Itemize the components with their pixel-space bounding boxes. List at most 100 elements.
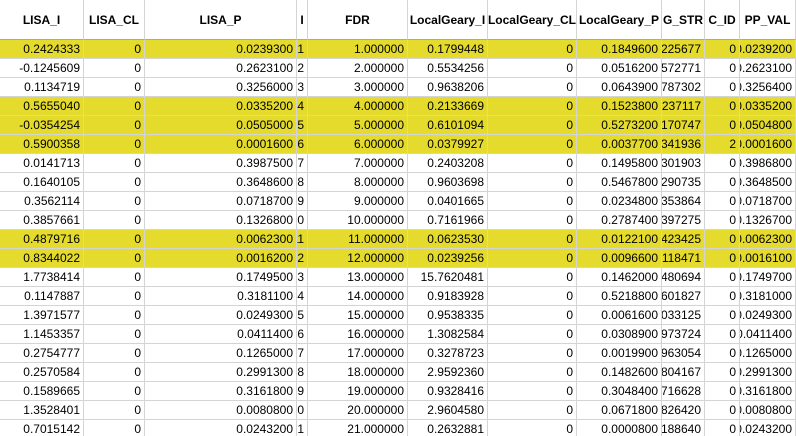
- table-cell: 14.000000: [308, 287, 408, 306]
- table-cell: 0.0243200: [145, 420, 297, 436]
- cell-text: 0.1589665: [23, 384, 80, 398]
- table-cell: 0.1749500: [145, 268, 297, 287]
- column-header[interactable]: C_ID: [705, 0, 740, 40]
- cell-text: 0.0062300: [236, 232, 293, 246]
- cell-text: 0.5655040: [23, 99, 80, 113]
- cell-text: 0: [566, 156, 573, 170]
- cell-text: 0: [566, 232, 573, 246]
- cell-text: 0.0243200: [236, 422, 293, 436]
- column-header[interactable]: FDR: [308, 0, 408, 40]
- table-cell: 0: [488, 325, 577, 344]
- cell-text: 8.000000: [353, 175, 404, 189]
- cell-text: 0: [566, 384, 573, 398]
- cell-text: 0: [566, 346, 573, 360]
- cell-text: 2.9604580: [427, 403, 484, 417]
- cell-text: 15: [297, 308, 304, 322]
- cell-text: 5.000000: [353, 118, 404, 132]
- cell-text: 0: [134, 422, 141, 436]
- column-header[interactable]: LISA_CL: [84, 0, 145, 40]
- cell-text: 0.1523800: [601, 99, 658, 113]
- cell-text: 0: [566, 42, 573, 56]
- cell-text: 0: [566, 61, 573, 75]
- cell-text: 0.0001600: [236, 137, 293, 151]
- cell-text: 0: [729, 327, 736, 341]
- cell-text: 0: [134, 175, 141, 189]
- cell-text: 1: [297, 42, 304, 56]
- column-header[interactable]: PP_VAL: [740, 0, 796, 40]
- cell-text: 1.3528401: [23, 403, 80, 417]
- cell-text: 0.9538335: [427, 308, 484, 322]
- cell-text: I: [300, 12, 304, 27]
- cell-text: 0.0037700: [601, 137, 658, 151]
- cell-text: 0: [134, 42, 141, 56]
- table-cell: 0.0401665: [408, 192, 488, 211]
- cell-text: 0: [729, 289, 736, 303]
- cell-text: 0.0234800: [601, 194, 658, 208]
- cell-text: 0: [134, 346, 141, 360]
- table-cell: 21.000000: [308, 420, 408, 436]
- table-cell: 20: [297, 401, 308, 420]
- table-cell: 0: [84, 268, 145, 287]
- table-cell: 0.2403208: [408, 154, 488, 173]
- table-cell: 0.1849600: [577, 40, 662, 59]
- table-cell: 0.0061600: [577, 306, 662, 325]
- cell-text: 17: [297, 346, 304, 360]
- table-cell: 2.000000: [308, 59, 408, 78]
- column-header[interactable]: LocalGeary_I: [408, 0, 488, 40]
- cell-text: 19.000000: [347, 384, 404, 398]
- column-header[interactable]: G_STR: [662, 0, 705, 40]
- cell-text: 0.0401665: [427, 194, 484, 208]
- cell-text: 0.0239300: [236, 42, 293, 56]
- column-header[interactable]: LocalGeary_P: [577, 0, 662, 40]
- table-cell: 10.000000: [308, 211, 408, 230]
- column-header[interactable]: LocalGeary_CL: [488, 0, 577, 40]
- table-cell: 1.3528401: [0, 401, 84, 420]
- cell-text: G_STR: [662, 12, 704, 27]
- cell-text: 0: [134, 308, 141, 322]
- cell-text: 0: [134, 251, 141, 265]
- cell-text: 0.0249300: [236, 308, 293, 322]
- table-cell: 0: [705, 287, 740, 306]
- table-cell: 0: [84, 401, 145, 420]
- cell-text: 0.3048400: [601, 384, 658, 398]
- cell-text: 0.3256000: [236, 80, 293, 94]
- cell-text: 0.2133669: [427, 99, 484, 113]
- table-cell: 18: [297, 363, 308, 382]
- table-cell: 0: [84, 59, 145, 78]
- cell-text: 0: [566, 194, 573, 208]
- table-cell: 16.000000: [308, 325, 408, 344]
- table-cell: 0: [705, 40, 740, 59]
- table-cell: 0.1799448: [408, 40, 488, 59]
- cell-text: PP_VAL: [744, 12, 791, 27]
- column-header[interactable]: LISA_I: [0, 0, 84, 40]
- cell-text: 0.3987500: [236, 156, 293, 170]
- column-header[interactable]: I: [297, 0, 308, 40]
- table-cell: 0: [84, 211, 145, 230]
- cell-text: 0.1482600: [601, 365, 658, 379]
- table-cell: 0: [84, 230, 145, 249]
- table-cell: 0: [488, 249, 577, 268]
- cell-text: 0.0335200: [740, 99, 792, 113]
- cell-text: 0: [566, 80, 573, 94]
- cell-text: 0: [134, 61, 141, 75]
- cell-text: 9.000000: [353, 194, 404, 208]
- table-cell: 0.2570584: [0, 363, 84, 382]
- cell-text: 0.9603698: [427, 175, 484, 189]
- cell-text: 15.7620481: [420, 270, 484, 284]
- table-cell: 0: [488, 230, 577, 249]
- cell-text: 0.1147887: [24, 289, 80, 303]
- table-cell: 0.0335200: [740, 97, 796, 116]
- table-cell: 0.1134719: [0, 78, 84, 97]
- cell-text: 0.1749500: [236, 270, 293, 284]
- table-cell: 0: [705, 78, 740, 97]
- column-header[interactable]: LISA_P: [145, 0, 297, 40]
